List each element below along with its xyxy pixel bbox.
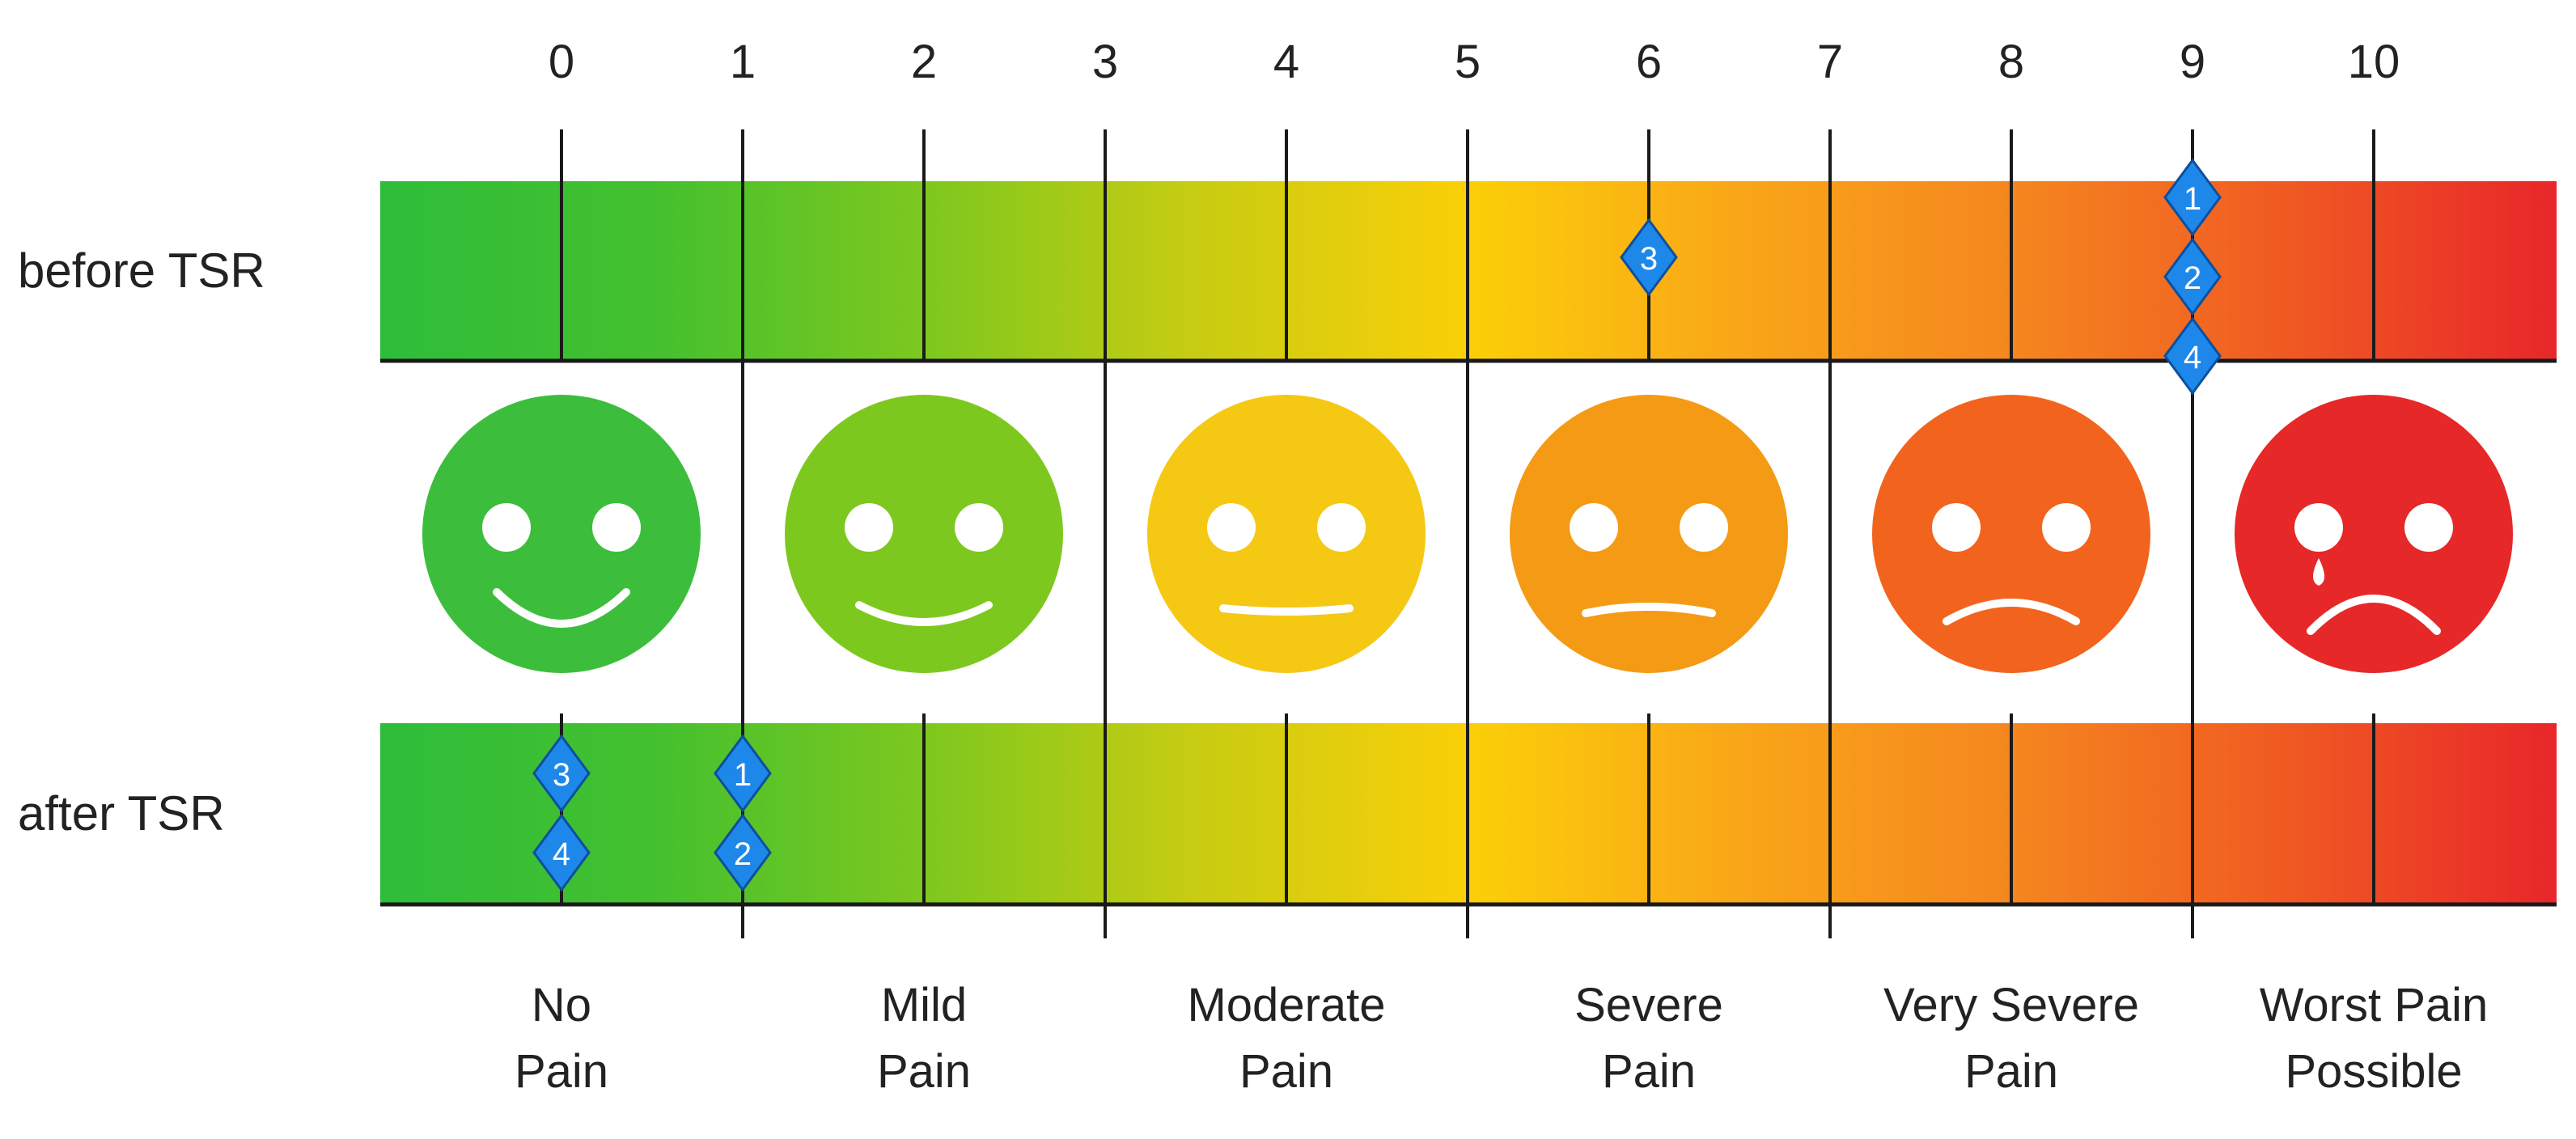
marker-3: 3 bbox=[1620, 218, 1678, 297]
face-severe-pain bbox=[1510, 395, 1788, 673]
row-label-after: after TSR bbox=[18, 786, 225, 840]
marker-label: 3 bbox=[553, 757, 570, 793]
category-label: Pain bbox=[515, 1045, 608, 1098]
tick-label: 3 bbox=[1092, 36, 1118, 88]
face-eye bbox=[2404, 503, 2453, 552]
category-label: No bbox=[532, 979, 591, 1031]
tick-label: 9 bbox=[2180, 36, 2205, 88]
marker-3: 3 bbox=[532, 734, 591, 813]
face-circle bbox=[2235, 395, 2513, 673]
marker-label: 4 bbox=[553, 836, 570, 872]
marker-diamond bbox=[2163, 158, 2222, 237]
category-label: Severe bbox=[1574, 979, 1723, 1031]
face-eye bbox=[955, 503, 1003, 552]
category-label: Pain bbox=[1602, 1045, 1696, 1098]
tick-label: 10 bbox=[2348, 36, 2400, 88]
face-eye bbox=[1317, 503, 1366, 552]
category-label: Pain bbox=[1239, 1045, 1333, 1098]
face-eye bbox=[592, 503, 641, 552]
tick-label: 6 bbox=[1636, 36, 1662, 88]
marker-label: 1 bbox=[2184, 181, 2201, 217]
tick-label: 5 bbox=[1455, 36, 1481, 88]
category-label: Pain bbox=[1964, 1045, 2058, 1098]
face-circle bbox=[1147, 395, 1426, 673]
face-eye bbox=[1207, 503, 1256, 552]
marker-1: 1 bbox=[714, 734, 772, 813]
marker-label: 3 bbox=[1640, 241, 1658, 277]
face-eye bbox=[1570, 503, 1618, 552]
face-no-pain bbox=[422, 395, 701, 673]
marker-diamond bbox=[714, 734, 772, 813]
tick-label: 1 bbox=[730, 36, 756, 88]
tick-label: 2 bbox=[911, 36, 937, 88]
marker-diamond bbox=[2163, 237, 2222, 316]
marker-diamond bbox=[714, 813, 772, 892]
marker-diamond bbox=[532, 813, 591, 892]
face-eye bbox=[482, 503, 531, 552]
face-mouth bbox=[493, 588, 630, 628]
face-mouth bbox=[855, 601, 993, 626]
face-worst-pain bbox=[2235, 395, 2513, 673]
tick-label: 8 bbox=[1998, 36, 2024, 88]
face-mouth bbox=[1943, 599, 2080, 625]
category-label: Pain bbox=[877, 1045, 971, 1098]
marker-4: 4 bbox=[532, 813, 591, 892]
marker-diamond bbox=[1620, 218, 1678, 297]
marker-2: 2 bbox=[714, 813, 772, 892]
face-mouth bbox=[2307, 595, 2441, 635]
marker-label: 2 bbox=[734, 836, 752, 872]
face-eye bbox=[2042, 503, 2091, 552]
marker-4: 4 bbox=[2163, 316, 2222, 396]
marker-label: 4 bbox=[2184, 340, 2201, 375]
marker-1: 1 bbox=[2163, 158, 2222, 237]
face-eye bbox=[1680, 503, 1728, 552]
face-very-severe-pain bbox=[1872, 395, 2150, 673]
face-circle bbox=[1510, 395, 1788, 673]
face-mouth bbox=[1582, 603, 1716, 617]
category-label: Very Severe bbox=[1883, 979, 2139, 1031]
face-circle bbox=[422, 395, 701, 673]
face-mouth bbox=[1219, 604, 1354, 616]
marker-label: 1 bbox=[734, 757, 752, 793]
marker-diamond bbox=[532, 734, 591, 813]
face-mild-pain bbox=[785, 395, 1063, 673]
tear-icon bbox=[2313, 558, 2324, 586]
row-label-before: before TSR bbox=[18, 243, 265, 298]
marker-2: 2 bbox=[2163, 237, 2222, 316]
category-label: Mild bbox=[881, 979, 967, 1031]
marker-label: 2 bbox=[2184, 260, 2201, 296]
tick-label: 7 bbox=[1817, 36, 1843, 88]
tick-label: 0 bbox=[549, 36, 574, 88]
face-circle bbox=[785, 395, 1063, 673]
face-circle bbox=[1872, 395, 2150, 673]
tick-label: 4 bbox=[1273, 36, 1299, 88]
face-eye bbox=[2294, 503, 2343, 552]
face-moderate-pain bbox=[1147, 395, 1426, 673]
category-label: Worst Pain bbox=[2260, 979, 2489, 1031]
category-label: Moderate bbox=[1187, 979, 1385, 1031]
face-eye bbox=[1932, 503, 1981, 552]
face-eye bbox=[845, 503, 893, 552]
category-label: Possible bbox=[2285, 1045, 2462, 1098]
marker-diamond bbox=[2163, 316, 2222, 396]
